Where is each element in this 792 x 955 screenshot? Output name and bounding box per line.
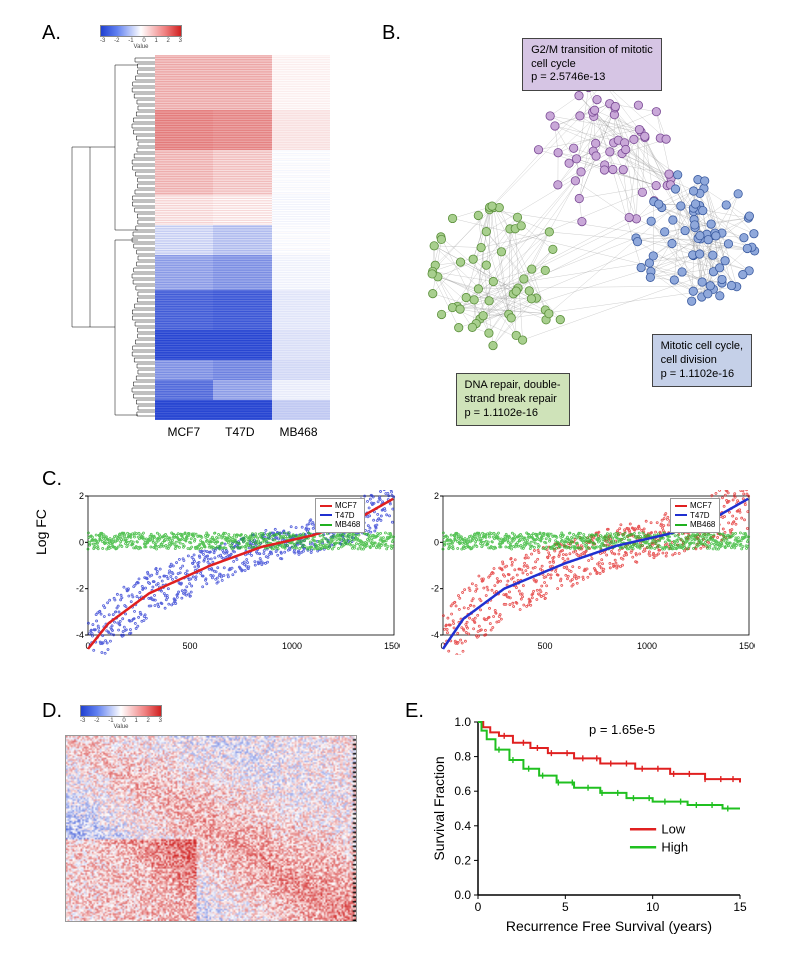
heatmap-d-canvas xyxy=(66,736,356,921)
svg-text:2: 2 xyxy=(434,491,439,501)
colorbar-gradient xyxy=(100,25,182,37)
scatter-legend: MCF7T47DMB468 xyxy=(315,498,365,533)
svg-text:-2: -2 xyxy=(76,584,84,594)
network-annot-green: DNA repair, double-strand break repairp … xyxy=(456,373,570,426)
svg-text:0.8: 0.8 xyxy=(454,750,471,764)
svg-text:2: 2 xyxy=(79,491,84,501)
svg-text:Low: Low xyxy=(661,821,685,836)
svg-text:1000: 1000 xyxy=(282,641,302,651)
colorbar-a: -3-2-10123 Value xyxy=(100,25,182,50)
svg-text:-4: -4 xyxy=(76,630,84,640)
svg-text:p = 1.65e-5: p = 1.65e-5 xyxy=(589,722,655,737)
colorbar-gradient xyxy=(80,705,162,717)
svg-text:500: 500 xyxy=(182,641,197,651)
svg-text:500: 500 xyxy=(537,641,552,651)
svg-text:1500: 1500 xyxy=(384,641,400,651)
panel-c: -4-202050010001500 -4-202050010001500 MC… xyxy=(60,490,760,655)
heatmap-a xyxy=(155,55,330,420)
scatter-legend: MCF7T47DMB468 xyxy=(670,498,720,533)
svg-text:10: 10 xyxy=(646,900,660,914)
network-b: DNA repair, double-strand break repairp … xyxy=(400,30,770,420)
svg-text:0: 0 xyxy=(79,537,84,547)
panel-e: 0.0 0.2 0.4 0.6 0.8 1.0 0 5 10 15 Recurrence Free … xyxy=(430,710,750,935)
svg-text:0: 0 xyxy=(434,537,439,547)
svg-text:15: 15 xyxy=(733,900,747,914)
svg-text:1000: 1000 xyxy=(637,641,657,651)
svg-text:0.6: 0.6 xyxy=(454,784,471,798)
panel-d-label: D. xyxy=(42,700,62,723)
km-svg: 0.0 0.2 0.4 0.6 0.8 1.0 0 5 10 15 Recurrence Free … xyxy=(430,710,750,935)
dendrogram-a xyxy=(60,55,155,420)
svg-text:-2: -2 xyxy=(431,584,439,594)
colorbar-title: Value xyxy=(80,724,162,730)
panel-b-label: B. xyxy=(382,22,401,45)
svg-text:1.0: 1.0 xyxy=(454,715,471,729)
svg-text:0: 0 xyxy=(475,900,482,914)
svg-text:0.2: 0.2 xyxy=(454,853,471,867)
heatmap-d xyxy=(65,735,357,922)
svg-text:5: 5 xyxy=(562,900,569,914)
panel-a-label: A. xyxy=(42,22,61,45)
svg-text:-4: -4 xyxy=(431,630,439,640)
network-annot-purple: G2/M transition of mitoticcell cyclep = … xyxy=(522,38,662,91)
svg-text:0.0: 0.0 xyxy=(454,888,471,902)
panel-c-ylabel: Log FC xyxy=(33,509,49,555)
figure-page: { "panelLabels": {"A":"A.","B":"B.","C":… xyxy=(0,0,792,955)
svg-text:0.4: 0.4 xyxy=(454,819,471,833)
panel-e-label: E. xyxy=(405,700,424,723)
svg-text:1500: 1500 xyxy=(739,641,755,651)
panel-c-label: C. xyxy=(42,468,62,491)
svg-text:High: High xyxy=(661,839,688,854)
heatmap-a-column-labels: MCF7T47DMB468 xyxy=(155,425,330,439)
colorbar-title: Value xyxy=(100,44,182,50)
svg-text:Survival Fraction: Survival Fraction xyxy=(431,756,447,860)
colorbar-d: -3-2-10123 Value xyxy=(80,705,162,730)
svg-text:Recurrence Free Survival (year: Recurrence Free Survival (years) xyxy=(506,918,712,934)
network-annot-blue: Mitotic cell cycle,cell divisionp = 1.11… xyxy=(652,334,753,387)
